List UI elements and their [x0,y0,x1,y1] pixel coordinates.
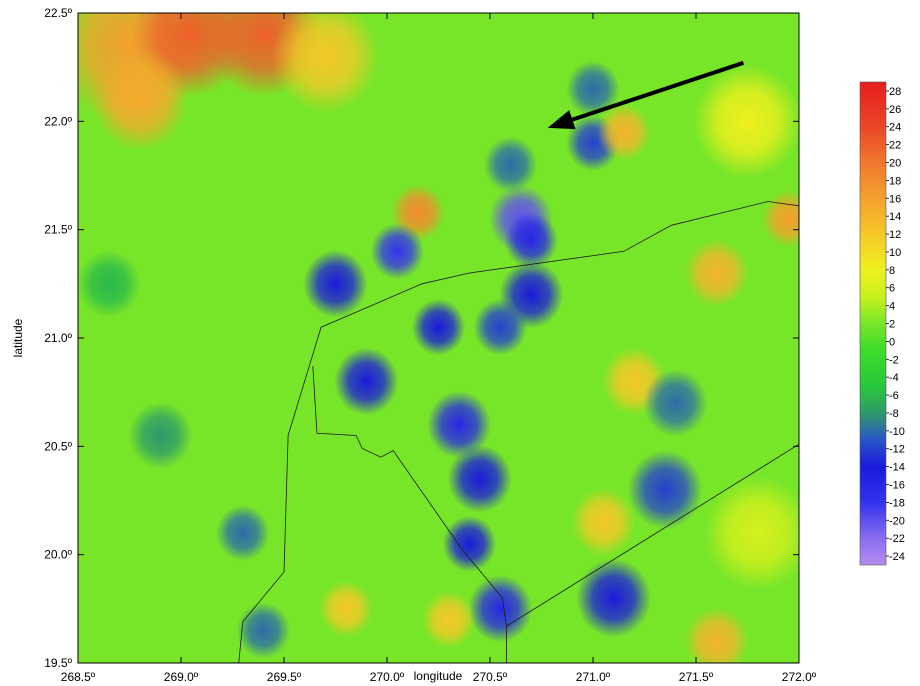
colorbar-tick-label: 22 [889,140,901,152]
x-tick-label: 271.5º [679,670,714,684]
colorbar-tick-label: 16 [889,193,901,205]
colorbar-tick-label: 14 [889,211,901,223]
colorbar-tick-label: 10 [889,247,901,259]
x-tick-label: 269.5º [267,670,302,684]
heat-blob [334,347,399,416]
heat-blob [576,558,652,638]
arrow-shaft [571,60,745,122]
heat-blob [216,504,270,562]
heat-blob [426,390,492,459]
heat-blob [422,591,476,648]
x-tick-label: 269.0º [164,670,199,684]
heat-blob [504,212,558,269]
heat-blob [468,575,533,643]
y-axis: 19.5º 20.0º 20.5º 21.0º 21.5º 22.0º 22.5º [44,6,799,670]
heat-blob [684,607,749,663]
heat-blob [643,369,708,437]
colorbar-tick-label: -22 [889,533,905,545]
colorbar-tick-label: -8 [889,408,899,420]
annotation-arrow [547,60,745,130]
colorbar-ramp [859,81,887,566]
heat-blob [627,450,703,530]
boundary-line [506,443,799,627]
y-tick-label: 20.5º [44,439,72,453]
heat-blob [128,401,193,470]
x-axis-title: longitude [414,669,463,683]
y-tick-label: 22.5º [44,6,72,20]
plot-area [77,12,800,664]
colorbar-tick-label: -24 [889,551,905,563]
heat-blob [78,250,142,318]
boundary-line [238,201,799,663]
heat-blob [761,190,799,247]
heat-blob [566,60,620,117]
x-tick-label: 270.0º [370,670,405,684]
colorbar-tick-label: -20 [889,515,905,527]
colorbar-tick-label: -10 [889,426,905,438]
colorbar-tick-label: -2 [889,354,899,366]
colorbar-tick-label: 24 [889,122,901,134]
boundary-line [312,366,507,663]
heat-blob [271,13,379,113]
colorbar-tick-label: -18 [889,497,905,509]
y-tick-label: 21.0º [44,331,72,345]
colorbar-tick-label: 18 [889,175,901,187]
heat-blob [473,299,528,356]
heat-blob [483,136,538,193]
colorbar-tick-label: 4 [889,301,895,313]
x-tick-label: 270.5º [473,670,508,684]
x-tick-label: 268.5º [61,670,96,684]
heat-blob [684,239,749,307]
colorbar-tick-label: -4 [889,372,899,384]
colorbar-tick-label: 0 [889,336,895,348]
heat-blob [91,48,189,151]
y-tick-label: 21.5º [44,223,72,237]
y-tick-label: 20.0º [44,548,72,562]
y-tick-label: 22.0º [44,114,72,128]
arrow-head [547,110,576,130]
heat-blob [693,65,799,178]
heat-blob [303,250,368,318]
colorbar: 2826242220181614121086420-2-4-6-8-10-12-… [859,81,905,566]
heat-blob [319,580,373,637]
x-tick-label: 271.0º [576,670,611,684]
x-axis: 268.5º 269.0º 269.5º 270.0º 270.5º 271.0º 271.… [61,13,817,684]
heat-layer [78,13,799,663]
colorbar-tick-label: 8 [889,265,895,277]
boundary-lines [238,201,799,663]
colorbar-tick-label: -6 [889,390,899,402]
heat-blob [597,104,651,161]
colorbar-tick-label: -14 [889,462,905,474]
colorbar-tick-label: 6 [889,283,895,295]
y-tick-label: 19.5º [44,656,72,670]
heat-blob [704,476,799,590]
colorbar-tick-label: 28 [889,86,901,98]
colorbar-tick-label: 26 [889,104,901,116]
heat-blob [236,602,291,659]
colorbar-tick-label: -16 [889,480,905,492]
heat-blob [370,223,425,280]
colorbar-tick-label: 20 [889,158,901,170]
colorbar-tick-label: -12 [889,444,905,456]
y-axis-title: latitude [11,318,25,357]
heat-blob [571,488,636,556]
x-tick-label: 272.0º [782,670,817,684]
heat-blob [411,299,466,356]
heat-blob [447,445,512,513]
heat-blob [442,515,497,572]
colorbar-tick-label: 12 [889,229,901,241]
colorbar-tick-label: 2 [889,319,895,331]
